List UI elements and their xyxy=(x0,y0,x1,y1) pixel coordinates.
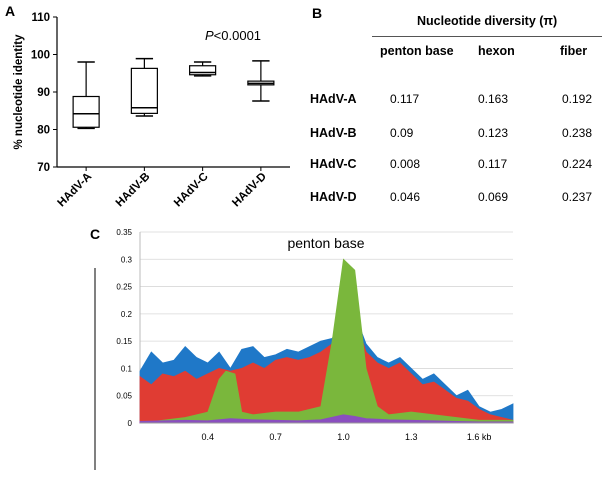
table-cell: 0.117 xyxy=(478,157,508,171)
table-title: Nucleotide diversity (π) xyxy=(417,14,558,28)
table-cell: 0.09 xyxy=(390,126,414,140)
y-tick-label: 0.1 xyxy=(121,364,133,373)
p-value-annotation: P<0.0001 xyxy=(205,28,261,43)
x-tick-label: HAdV-B xyxy=(114,171,153,210)
y-tick-label: 0 xyxy=(128,419,133,428)
column-header: penton base xyxy=(380,44,454,58)
x-tick-label: HAdV-C xyxy=(172,171,211,210)
chart-title: penton base xyxy=(287,235,364,251)
panel-a-letter: A xyxy=(5,3,16,19)
box xyxy=(189,65,217,76)
area-chart: 0 0.05 0.1 0.15 0.2 0.25 0.3 0.35 0.4 0.7 1.0 1.3 1.… xyxy=(94,228,514,470)
table-cell: 0.237 xyxy=(562,190,593,204)
y-tick-label: 0.35 xyxy=(116,228,132,237)
row-label: HAdV-C xyxy=(310,157,357,171)
panel-b-letter: B xyxy=(312,5,323,21)
row-label: HAdV-A xyxy=(310,92,357,106)
table-cell: 0.046 xyxy=(390,190,421,204)
x-tick-label: 1.0 xyxy=(337,432,350,442)
table-cell: 0.117 xyxy=(390,92,420,106)
row-label: HAdV-B xyxy=(310,126,357,140)
y-tick-label: 70 xyxy=(37,162,50,174)
column-header: hexon xyxy=(478,44,515,58)
y-tick-label: 0.2 xyxy=(121,310,133,319)
table-divider xyxy=(372,36,602,37)
area-series-4 xyxy=(139,414,514,424)
x-tick-label: HAdV-D xyxy=(230,171,269,210)
y-tick-label: 0.05 xyxy=(116,392,132,401)
table-cell: 0.069 xyxy=(478,190,509,204)
y-tick-label: 0.15 xyxy=(116,337,132,346)
x-tick-label: 1.6 kb xyxy=(467,432,492,442)
box xyxy=(130,67,158,114)
y-tick-label: 100 xyxy=(31,50,50,62)
y-axis-label: % nucleotide identity xyxy=(13,34,25,150)
x-tick-label: 1.3 xyxy=(405,432,418,442)
table-cell: 0.224 xyxy=(562,157,593,171)
table-cell: 0.163 xyxy=(478,92,509,106)
area-series-3 xyxy=(139,258,514,424)
box xyxy=(72,95,100,128)
table-cell: 0.238 xyxy=(562,126,593,140)
diversity-table: Nucleotide diversity (π) penton base hex… xyxy=(310,10,602,210)
y-tick-label: 110 xyxy=(31,12,50,24)
y-tick-label: 0.25 xyxy=(116,283,132,292)
x-tick-label: HAdV-A xyxy=(55,171,94,210)
column-header: fiber xyxy=(560,44,588,58)
panel-c-letter: C xyxy=(90,226,101,242)
y-tick-label: 0.3 xyxy=(121,255,133,264)
x-tick-label: 0.4 xyxy=(202,432,215,442)
y-tick-label: 90 xyxy=(37,87,50,99)
table-cell: 0.008 xyxy=(390,157,421,171)
x-tick-label: 0.7 xyxy=(269,432,282,442)
y-tick-label: 80 xyxy=(37,125,50,137)
boxplot-chart: 70 80 90 100 110 % nucleotide identity HAdV-A H… xyxy=(13,12,290,210)
table-cell: 0.192 xyxy=(562,92,593,106)
table-cell: 0.123 xyxy=(478,126,509,140)
row-label: HAdV-D xyxy=(310,190,357,204)
